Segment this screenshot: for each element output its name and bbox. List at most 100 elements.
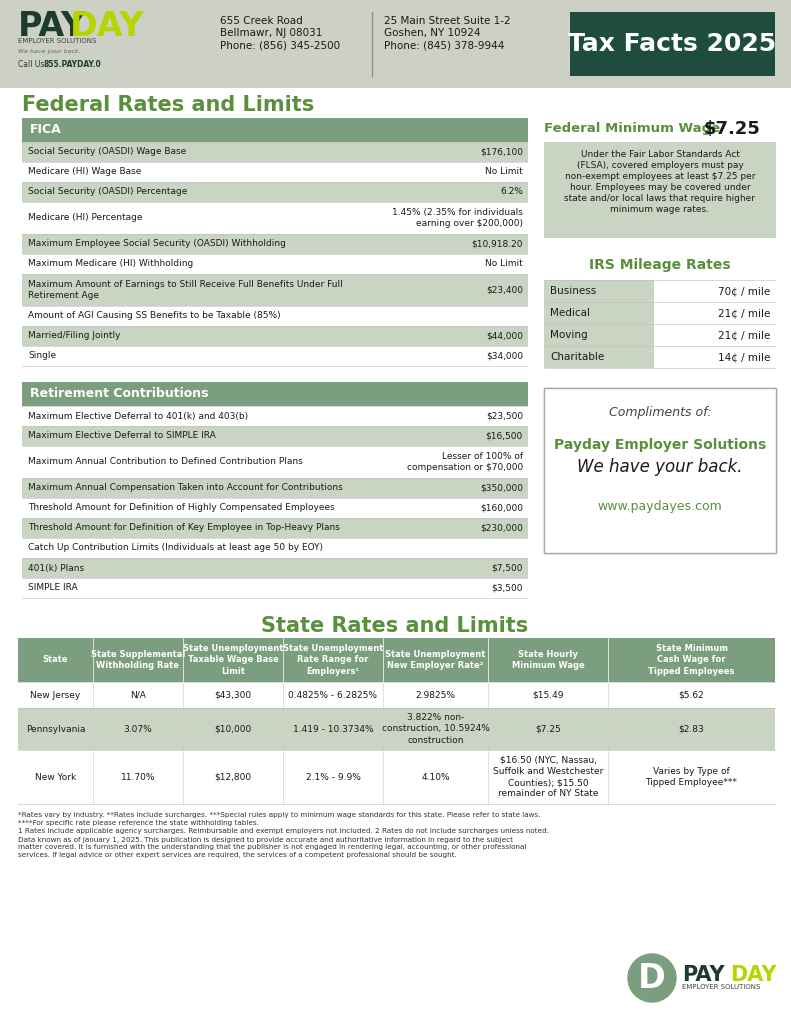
Text: Maximum Elective Deferral to SIMPLE IRA: Maximum Elective Deferral to SIMPLE IRA [28,431,216,440]
Text: $16,500: $16,500 [486,431,523,440]
Bar [22,406,528,426]
Text: $5.62: $5.62 [679,690,704,699]
Text: 4.10%: 4.10% [421,772,450,781]
Text: EMPLOYER SOLUTIONS: EMPLOYER SOLUTIONS [18,38,97,44]
Bar [22,426,528,446]
Text: Federal Rates and Limits: Federal Rates and Limits [22,95,314,115]
Text: State Unemployment
Rate Range for
Employers¹: State Unemployment Rate Range for Employ… [283,644,383,676]
Text: Single: Single [28,351,56,360]
Text: 1.419 - 10.3734%: 1.419 - 10.3734% [293,725,373,733]
Bar [22,306,528,326]
Circle shape [628,954,676,1002]
Text: SIMPLE IRA: SIMPLE IRA [28,584,78,593]
Text: State Unemployment
New Employer Rate²: State Unemployment New Employer Rate² [385,650,486,670]
Text: Moving: Moving [550,330,588,340]
Bar [0,0,791,88]
Text: $7,500: $7,500 [491,563,523,572]
Text: *Rates vary by industry. **Rates include surcharges. ***Special rules apply to m: *Rates vary by industry. **Rates include… [18,812,540,825]
Bar [22,578,528,598]
Bar [22,518,528,538]
Text: 70¢ / mile: 70¢ / mile [717,286,770,296]
Bar [654,346,776,368]
Text: Maximum Elective Deferral to 401(k) and 403(b): Maximum Elective Deferral to 401(k) and … [28,412,248,421]
Text: $3,500: $3,500 [491,584,523,593]
Text: Married/Filing Jointly: Married/Filing Jointly [28,332,120,341]
Bar [22,234,528,254]
Text: 655 Creek Road: 655 Creek Road [220,16,303,26]
Text: Business: Business [550,286,596,296]
Text: 401(k) Plans: 401(k) Plans [28,563,84,572]
Text: Medical: Medical [550,308,590,318]
Text: $15.49: $15.49 [532,690,564,699]
Bar [22,326,528,346]
Text: Pennsylvania: Pennsylvania [26,725,85,733]
Text: State Hourly
Minimum Wage: State Hourly Minimum Wage [512,650,585,670]
Text: State Supplemental
Withholding Rate: State Supplemental Withholding Rate [91,650,185,670]
Text: www.paydayes.com: www.paydayes.com [598,500,722,513]
Text: 1.45% (2.35% for individuals
earning over $200,000): 1.45% (2.35% for individuals earning ove… [392,208,523,228]
Bar [544,388,776,553]
Text: Federal Minimum Wage: Federal Minimum Wage [544,122,720,135]
Bar [22,202,528,234]
Text: $43,300: $43,300 [214,690,252,699]
Bar [18,750,775,804]
Text: Phone: (856) 345-2500: Phone: (856) 345-2500 [220,40,340,50]
Text: $44,000: $44,000 [486,332,523,341]
Text: $230,000: $230,000 [480,523,523,532]
Text: FICA: FICA [30,123,62,136]
Text: New York: New York [35,772,76,781]
Bar [18,682,775,708]
Text: Medicare (HI) Wage Base: Medicare (HI) Wage Base [28,168,142,176]
Text: $350,000: $350,000 [480,483,523,493]
Bar [22,254,528,274]
Text: 11.70%: 11.70% [121,772,155,781]
Bar [654,324,776,346]
Text: Social Security (OASDI) Wage Base: Social Security (OASDI) Wage Base [28,147,186,157]
Text: 21¢ / mile: 21¢ / mile [717,330,770,340]
Text: $2.83: $2.83 [679,725,704,733]
Text: $23,400: $23,400 [486,286,523,295]
Text: Maximum Employee Social Security (OASDI) Withholding: Maximum Employee Social Security (OASDI)… [28,240,286,249]
Text: State: State [43,655,68,665]
Text: 2.1% - 9.9%: 2.1% - 9.9% [305,772,361,781]
Text: State Minimum
Cash Wage for
Tipped Employees: State Minimum Cash Wage for Tipped Emplo… [649,644,735,676]
Text: Amount of AGI Causing SS Benefits to be Taxable (85%): Amount of AGI Causing SS Benefits to be … [28,311,281,321]
Text: Maximum Annual Contribution to Defined Contribution Plans: Maximum Annual Contribution to Defined C… [28,458,303,467]
Bar [22,274,528,306]
Text: $10,000: $10,000 [214,725,252,733]
Text: 2.9825%: 2.9825% [415,690,456,699]
Text: 14¢ / mile: 14¢ / mile [717,352,770,362]
Text: Call Us:: Call Us: [18,60,49,69]
Text: 0.4825% - 6.2825%: 0.4825% - 6.2825% [289,690,377,699]
Text: Lesser of 100% of
compensation or $70,000: Lesser of 100% of compensation or $70,00… [407,452,523,472]
Bar [22,346,528,366]
Bar [544,346,654,368]
Bar [22,558,528,578]
Bar [544,324,654,346]
Bar [544,142,776,238]
Text: 1 Rates include applicable agency surcharges. Reimbursable and exempt employers : 1 Rates include applicable agency surcha… [18,828,549,834]
Text: 3.07%: 3.07% [123,725,153,733]
Text: New Jersey: New Jersey [30,690,81,699]
Text: Threshold Amount for Definition of Highly Compensated Employees: Threshold Amount for Definition of Highl… [28,504,335,512]
Text: $34,000: $34,000 [486,351,523,360]
Text: Bellmawr, NJ 08031: Bellmawr, NJ 08031 [220,28,323,38]
Text: No Limit: No Limit [485,259,523,268]
Text: Maximum Medicare (HI) Withholding: Maximum Medicare (HI) Withholding [28,259,193,268]
Text: Tax Facts 2025: Tax Facts 2025 [568,32,776,56]
Text: PAY: PAY [18,10,86,43]
Text: $16.50 (NYC, Nassau,
Suffolk and Westchester
Counties); $15.50
remainder of NY S: $16.50 (NYC, Nassau, Suffolk and Westche… [493,756,604,798]
Bar [22,446,528,478]
Text: Maximum Amount of Earnings to Still Receive Full Benefits Under Full
Retirement : Maximum Amount of Earnings to Still Rece… [28,280,343,300]
Bar [18,708,775,750]
Text: DAY: DAY [730,965,777,985]
Text: $10,918.20: $10,918.20 [471,240,523,249]
Text: Compliments of:: Compliments of: [608,406,711,419]
Bar [654,280,776,302]
Bar [22,498,528,518]
Text: Data known as of January 1, 2025. This publication is designed to provide accura: Data known as of January 1, 2025. This p… [18,837,526,858]
Text: 21¢ / mile: 21¢ / mile [717,308,770,318]
Text: State Unemployment
Taxable Wage Base
Limit: State Unemployment Taxable Wage Base Lim… [183,644,283,676]
Bar [570,12,775,76]
Bar [18,638,775,682]
